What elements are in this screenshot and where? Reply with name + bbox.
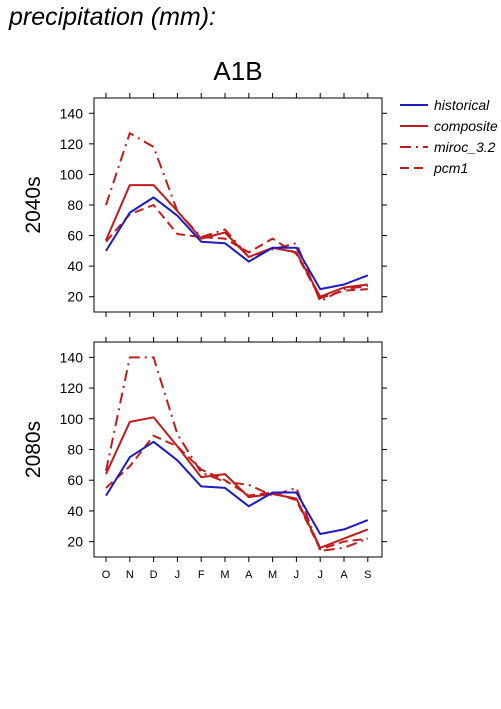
y-tick-label: 40 <box>67 258 83 274</box>
x-tick-label: M <box>220 569 229 581</box>
panel-label: 2080s <box>22 421 45 478</box>
scenario-label: A1B <box>213 56 262 86</box>
series-line-historical <box>105 440 369 535</box>
legend: historical composite miroc_3.2 pcm1 <box>400 97 498 176</box>
y-tick-label: 140 <box>60 349 84 365</box>
plot-frame <box>93 341 383 558</box>
legend-label: miroc_3.2 <box>434 139 496 155</box>
x-tick-label: F <box>198 569 205 581</box>
legend-label: pcm1 <box>433 160 468 176</box>
panel-2080s: 20 40 60 80 100 120 140 O N D J F M A M J J A S 2080s <box>22 337 387 581</box>
series-line-miroc-3-2 <box>105 132 368 303</box>
figure-title: precipitation (mm): <box>9 3 216 31</box>
x-tick-label: O <box>102 569 111 581</box>
legend-label: historical <box>434 97 490 113</box>
y-tick-label: 20 <box>67 289 83 305</box>
x-tick-label: J <box>175 569 181 581</box>
x-tick-label: N <box>126 569 134 581</box>
y-tick-label: 100 <box>60 411 84 427</box>
series-line-miroc-3-2 <box>105 356 369 552</box>
series-line-composite <box>105 416 369 549</box>
x-tick-label: D <box>150 569 158 581</box>
x-tick-label: S <box>364 569 371 581</box>
series-line-pcm1 <box>105 434 368 551</box>
panel-label: 2040s <box>22 176 45 233</box>
y-tick-label: 80 <box>67 197 83 213</box>
y-tick-label: 40 <box>67 503 83 519</box>
y-tick-label: 20 <box>67 534 83 550</box>
y-tick-label: 100 <box>60 166 84 182</box>
series-line-historical <box>105 196 369 291</box>
legend-label: composite <box>434 118 498 134</box>
x-tick-label: J <box>294 569 300 581</box>
y-tick-label: 60 <box>67 472 83 488</box>
plot-frame <box>93 97 383 313</box>
y-tick-label: 120 <box>60 136 84 152</box>
y-tick-label: 140 <box>60 105 84 121</box>
y-tick-label: 60 <box>67 228 83 244</box>
y-tick-label: 80 <box>67 442 83 458</box>
panel-2040s: 20 40 60 80 100 120 140 2040s <box>22 93 387 317</box>
x-tick-label: A <box>340 569 348 581</box>
panels-group: 20 40 60 80 100 120 140 2040s 20 40 60 80 100 120 140 O… <box>22 93 387 581</box>
x-tick-label: M <box>268 569 277 581</box>
x-tick-label: A <box>245 569 253 581</box>
series-line-pcm1 <box>105 204 368 300</box>
y-tick-label: 120 <box>60 380 84 396</box>
x-tick-label: J <box>317 569 323 581</box>
